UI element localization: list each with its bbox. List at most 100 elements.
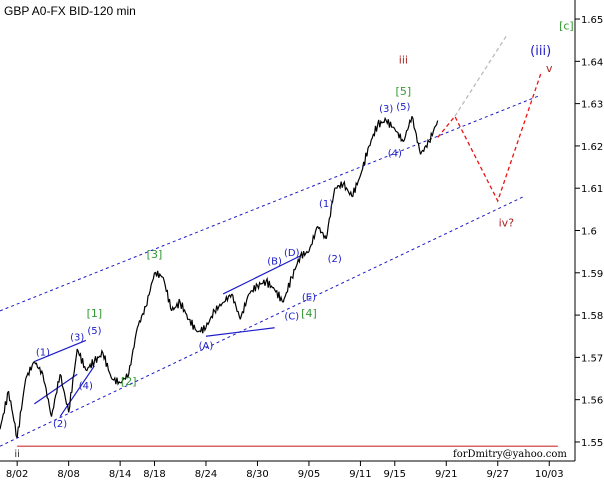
x-tick-label-11: 10/03 [535,469,564,480]
price-segment-13 [111,376,121,386]
price-segment-48 [411,116,422,155]
chart-title: GBP A0-FX BID-120 min [4,4,136,18]
price-segment-9 [76,348,87,371]
axes: 1.55 1.56 1.57 1.58 1.59 1.6 1.61 1.62 1.63 1.64 1… [6,15,603,480]
forecast-line [437,73,542,203]
wave-label-12: (D) [284,248,300,259]
price-segment-31 [265,276,276,290]
channel-line-2 [34,339,87,363]
y-tick-label-10: 1.65 [581,15,603,26]
price-segment-36 [308,225,319,252]
x-tick-label-2: 8/14 [109,469,131,480]
y-tick-label-7: 1.62 [581,142,603,153]
price-segment-0 [0,390,10,430]
channel-line-0 [0,94,541,312]
alternate-line [454,35,507,117]
wave-label-17: (3) [379,104,393,115]
wave-label-15: (1) [319,199,333,210]
x-tick-label-1: 8/08 [57,469,79,480]
wave-label-0: ii [14,449,20,460]
x-tick-label-3: 8/18 [143,469,165,480]
price-segment-20 [171,298,181,312]
wave-label-4: (4) [79,381,93,392]
price-segment-4 [33,361,44,376]
x-tick-label-4: 8/24 [195,469,217,480]
price-segment-46 [394,128,404,143]
y-tick-label-3: 1.58 [581,311,603,322]
wave-label-9: (A) [199,341,214,352]
wave-label-3: (3) [70,332,84,343]
price-segment-18 [154,270,164,279]
x-tick-label-5: 8/30 [246,469,268,480]
channel-line-1 [0,196,524,447]
channel-line-4 [59,365,95,417]
wave-label-18: (4) [388,148,402,159]
price-segment-33 [282,276,292,303]
channel-line-3 [33,373,78,405]
wave-label-20: [5] [396,85,412,98]
plot-area: ii (1) (2) (3) (4) (5) [1] [2] [3] (A) (B) (C) (D) (E… [0,20,574,460]
price-segment-38 [325,188,336,240]
price-segment-49 [419,138,430,155]
price-segment-14 [120,373,130,384]
price-segment-10 [85,359,95,372]
y-tick-label-6: 1.61 [581,184,603,195]
wave-label-16: (2) [328,254,342,265]
channel-line-6 [205,327,275,337]
price-segment-25 [214,302,224,315]
price-segment-43 [368,124,379,147]
wave-label-25: [c] [559,20,574,33]
wave-label-10: (B) [267,256,282,267]
price-segment-50 [428,120,439,143]
wave-label-11: (C) [284,311,299,322]
price-segment-47 [402,116,413,142]
price-segment-41 [351,175,362,198]
y-tick-label-4: 1.59 [581,269,603,280]
channel-line-5 [222,255,301,295]
price-segment-2 [16,378,27,438]
wave-label-23: v [546,62,553,75]
wave-label-14: [4] [301,307,317,320]
price-segment-44 [377,116,387,128]
price-segment-24 [205,308,216,328]
x-tick-label-10: 9/27 [487,469,509,480]
chart-credit: forDmitry@yahoo.com [453,449,567,460]
wave-label-6: [1] [87,307,103,320]
price-segment-1 [7,391,18,439]
price-segment-19 [162,276,173,312]
price-segment-27 [231,293,241,320]
y-tick-label-0: 1.55 [581,438,603,449]
x-tick-label-6: 9/05 [298,469,320,480]
price-segment-12 [102,353,113,379]
price-segment-8 [68,348,78,413]
price-segment-6 [50,374,61,417]
x-tick-label-0: 8/02 [6,469,28,480]
price-segment-3 [25,361,35,379]
price-segment-29 [248,282,258,295]
price-segment-42 [359,145,370,176]
y-tick-label-9: 1.64 [581,57,603,68]
price-segment-40 [342,180,353,197]
wave-label-22: iv? [499,216,515,229]
price-segment-45 [385,119,396,130]
price-segment-26 [222,293,233,303]
price-segment-28 [239,293,250,320]
x-tick-label-7: 9/11 [349,469,371,480]
x-tick-label-9: 9/21 [435,469,457,480]
price-segment-21 [179,302,189,321]
wave-label-24: (iii) [530,44,551,59]
y-tick-label-1: 1.56 [581,396,603,407]
price-segment-30 [256,279,267,291]
wave-label-7: [2] [121,375,137,388]
wave-label-13: (E) [302,292,316,303]
price-segment-11 [93,349,104,363]
wave-label-21: iii [399,53,408,66]
wave-label-5: (5) [87,326,101,337]
y-tick-label-5: 1.6 [581,227,597,238]
price-segment-32 [274,289,284,303]
y-tick-label-2: 1.57 [581,353,603,364]
price-segment-15 [128,327,138,375]
price-segment-35 [299,250,310,259]
